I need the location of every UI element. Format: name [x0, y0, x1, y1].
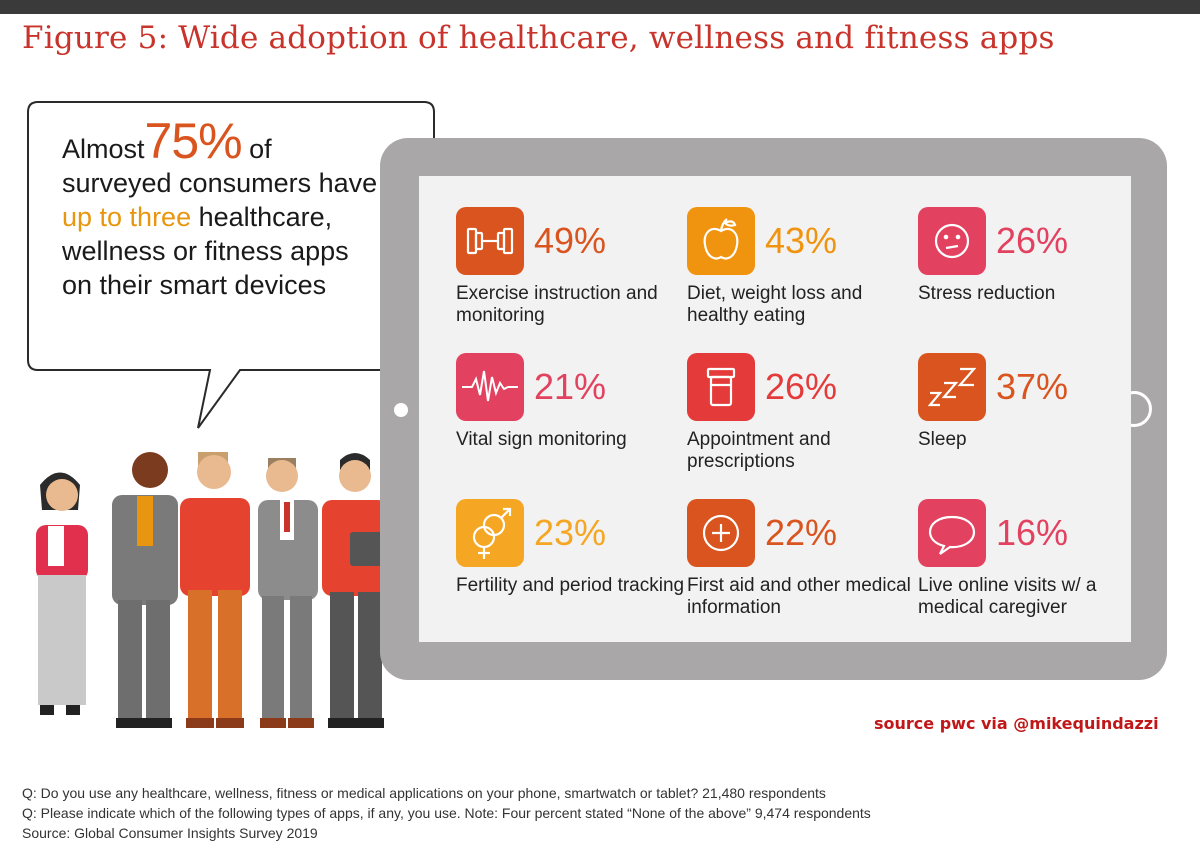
footnote-3: Source: Global Consumer Insights Survey …: [22, 825, 318, 841]
app-stat-online-visits: 16% Live online visits w/ a medical care…: [918, 499, 1138, 629]
person-man-tablet: [322, 453, 390, 728]
app-stat-label: Appointment and prescriptions: [687, 429, 831, 472]
app-stat-value: 26%: [765, 366, 838, 407]
callout-line-3: healthcare,: [191, 202, 333, 232]
tablet-screen: [419, 176, 1131, 642]
app-stat-value: 23%: [534, 512, 607, 553]
callout-line-2: surveyed consumers have: [62, 168, 378, 198]
app-stat-label: Vital sign monitoring: [456, 429, 627, 450]
footnote-2: Q: Please indicate which of the followin…: [22, 805, 871, 821]
app-stat-label: Stress reduction: [918, 283, 1056, 304]
sleep-zzz-icon: [918, 353, 986, 421]
app-stat-value: 37%: [996, 366, 1069, 407]
speech-bubble-icon: [918, 499, 986, 567]
person-man-dark-suit: [112, 452, 178, 728]
person-man-orange: [180, 452, 250, 728]
apple-icon: [687, 207, 755, 275]
callout-prefix: Almost: [62, 134, 145, 164]
app-stat-value: 43%: [765, 220, 838, 261]
stress-face-icon: [918, 207, 986, 275]
app-stat-label: Diet, weight loss and healthy eating: [687, 283, 863, 326]
pill-bottle-icon: [687, 353, 755, 421]
footnote-1: Q: Do you use any healthcare, wellness, …: [22, 785, 826, 801]
top-bar: [0, 0, 1200, 14]
person-man-grey-suit: [258, 458, 318, 728]
app-stat-label: Live online visits w/ a medical caregive…: [918, 575, 1097, 618]
app-stat-label: Fertility and period tracking: [456, 575, 685, 596]
app-stat-diet: 43% Diet, weight loss and healthy eating: [687, 207, 907, 337]
callout-after-big: of: [241, 134, 272, 164]
first-aid-icon: [687, 499, 755, 567]
app-stat-label: Exercise instruction and monitoring: [456, 283, 658, 326]
app-stat-appointment: 26% Appointment and prescriptions: [687, 353, 907, 483]
app-stat-fertility: 23% Fertility and period tracking: [456, 499, 684, 629]
callout-highlight: up to three: [62, 202, 192, 232]
app-stat-value: 26%: [996, 220, 1069, 261]
app-stat-label: Sleep: [918, 429, 967, 450]
gender-symbols-icon: [456, 499, 524, 567]
figure-title: Figure 5: Wide adoption of healthcare, w…: [22, 20, 1055, 56]
app-stat-value: 16%: [996, 512, 1069, 553]
dumbbell-icon: [456, 207, 524, 275]
heartbeat-icon: [456, 353, 524, 421]
callout-line-5: on their smart devices: [62, 270, 327, 300]
app-stat-sleep: 37% Sleep: [918, 353, 1138, 483]
people-illustration: [36, 452, 390, 728]
tablet-camera-dot: [394, 403, 408, 417]
app-stat-vital: 21% Vital sign monitoring: [456, 353, 676, 483]
app-stat-exercise: 49% Exercise instruction and monitoring: [456, 207, 676, 337]
speech-bubble: [27, 101, 435, 429]
person-woman: [36, 472, 88, 715]
callout-big-number: 75%: [144, 113, 243, 169]
app-stat-first-aid: 22% First aid and other medical informat…: [687, 499, 911, 629]
app-stat-label: First aid and other medical information: [687, 575, 911, 618]
app-stat-value: 21%: [534, 366, 607, 407]
app-stat-stress: 26% Stress reduction: [918, 207, 1138, 337]
app-stat-value: 49%: [534, 220, 607, 261]
callout-line-4: wellness or fitness apps: [62, 236, 349, 266]
source-credit: source pwc via @mikequindazzi: [874, 714, 1159, 733]
app-stat-value: 22%: [765, 512, 838, 553]
callout-text: Almost75% of surveyed consumers have up …: [62, 116, 422, 302]
